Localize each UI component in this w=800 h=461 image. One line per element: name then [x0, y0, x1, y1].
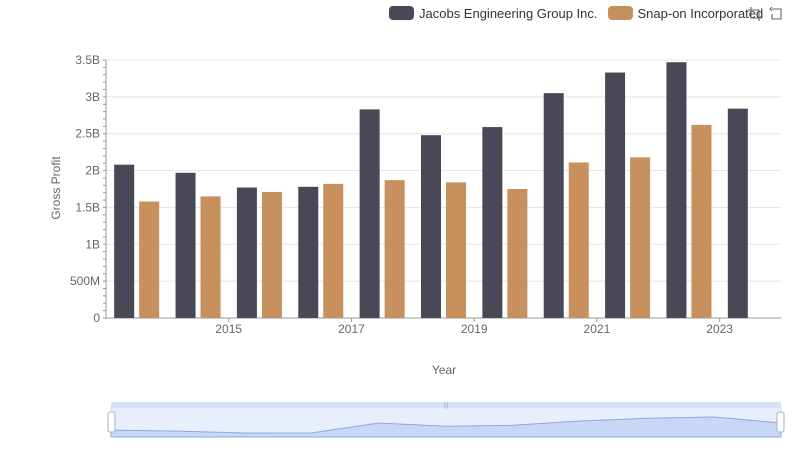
- y-tick-label: 3.5B: [75, 53, 100, 67]
- bar-1-2017[interactable]: [298, 186, 319, 318]
- y-axis-ticks: 0 500M 1B 1.5B 2B 2.5B 3B 3.5B: [70, 53, 107, 325]
- zoom-select-icon: [748, 7, 762, 21]
- bar-2-2019[interactable]: [446, 182, 466, 318]
- y-tick-label: 2B: [85, 164, 100, 178]
- slider-top-bar[interactable]: [111, 402, 781, 408]
- y-tick-label: 0: [93, 311, 100, 325]
- bar-1-2023[interactable]: [666, 62, 687, 319]
- bar-2-2021[interactable]: [568, 162, 589, 318]
- x-tick-label: 2015: [215, 322, 242, 336]
- y-tick-label: 1B: [85, 237, 100, 251]
- y-tick-label: 2.5B: [75, 127, 100, 141]
- bar-1-2018[interactable]: [359, 109, 380, 318]
- chart-legend: Jacobs Engineering Group Inc. Snap-on In…: [389, 4, 773, 22]
- restore-button[interactable]: [768, 5, 786, 23]
- bar-1-2024[interactable]: [727, 108, 748, 318]
- y-tick-label: 1.5B: [75, 200, 100, 214]
- bar-1-2021[interactable]: [543, 93, 564, 319]
- bar-1-2016[interactable]: [236, 187, 257, 318]
- legend-swatch-series-2: [607, 6, 633, 20]
- x-axis: 2015 2017 2019 2021 2023: [215, 318, 733, 336]
- slider-handle-right[interactable]: [776, 411, 785, 433]
- legend-label-series-2: Snap-on Incorporated: [637, 5, 764, 21]
- chart-toolbox: [746, 5, 790, 23]
- x-tick-label: 2021: [584, 322, 611, 336]
- bar-1-2015[interactable]: [175, 172, 196, 318]
- legend-item-series-1[interactable]: Jacobs Engineering Group Inc.: [389, 6, 598, 21]
- bar-2-2023[interactable]: [691, 124, 712, 319]
- legend-item-series-2[interactable]: Snap-on Incorporated: [607, 5, 764, 21]
- data-zoom-slider[interactable]: |||: [107, 402, 785, 438]
- x-axis-title: Year: [432, 363, 456, 377]
- x-tick-label: 2019: [461, 322, 488, 336]
- zoom-select-button[interactable]: [746, 5, 764, 23]
- bar-1-2020[interactable]: [482, 127, 503, 318]
- bar-2-2017[interactable]: [323, 183, 344, 318]
- x-tick-label: 2017: [338, 322, 365, 336]
- legend-swatch-series-1: [389, 6, 414, 20]
- bar-2-2020[interactable]: [507, 189, 528, 318]
- y-tick-label: 500M: [70, 274, 100, 288]
- legend-label-series-1: Jacobs Engineering Group Inc.: [419, 5, 598, 21]
- bar-2-2015[interactable]: [200, 196, 221, 318]
- bar-2-2016[interactable]: [261, 191, 282, 318]
- bar-1-2019[interactable]: [421, 135, 441, 318]
- slider-handle-left[interactable]: [107, 411, 116, 433]
- bar-2-2014[interactable]: [139, 201, 160, 318]
- bar-1-2014[interactable]: [114, 164, 135, 318]
- bar-1-2022[interactable]: [605, 72, 626, 318]
- y-tick-label: 3B: [85, 90, 100, 104]
- y-axis-title: Gross Profit: [49, 156, 63, 220]
- x-tick-label: 2023: [706, 322, 733, 336]
- bars: [114, 62, 748, 319]
- bar-2-2022[interactable]: [630, 157, 651, 318]
- slider-preview-area: [110, 416, 782, 438]
- bar-2-2018[interactable]: [384, 180, 405, 318]
- restore-icon: [769, 6, 782, 20]
- slider-top-handle[interactable]: |||: [444, 403, 449, 409]
